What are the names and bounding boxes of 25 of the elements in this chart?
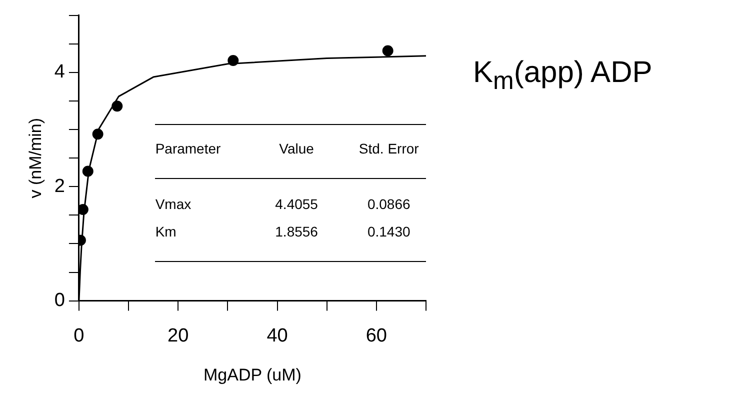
x-tick-label: 40	[266, 325, 288, 346]
y-tick-label: 0	[54, 290, 65, 312]
annotation: 0.0866	[367, 196, 410, 212]
point	[78, 204, 88, 215]
point	[382, 45, 394, 56]
x-tick-label: 20	[168, 325, 189, 346]
point	[112, 100, 123, 112]
annotation: 0.1430	[367, 224, 410, 240]
annotation: Parameter	[155, 140, 222, 156]
annotation: Vmax	[155, 196, 192, 212]
annotation: 1.8556	[275, 224, 318, 240]
y-axis-title: v (nM/min)	[26, 118, 45, 198]
annotation: Std. Error	[358, 140, 420, 156]
y-tick-label: 2	[54, 176, 65, 197]
annotation: 4.4055	[275, 196, 318, 212]
annotation: Value	[279, 140, 314, 156]
x-tick-label: 0	[74, 325, 84, 346]
point	[228, 54, 239, 66]
text: K$_{m}$(app) ADP	[473, 56, 652, 96]
x-tick-label: 60	[366, 325, 387, 346]
x-axis-title: MgADP (uM)	[204, 365, 302, 384]
annotation: Km	[155, 224, 176, 240]
point	[82, 166, 94, 177]
point	[92, 128, 104, 140]
y-tick-label: 4	[54, 62, 66, 83]
